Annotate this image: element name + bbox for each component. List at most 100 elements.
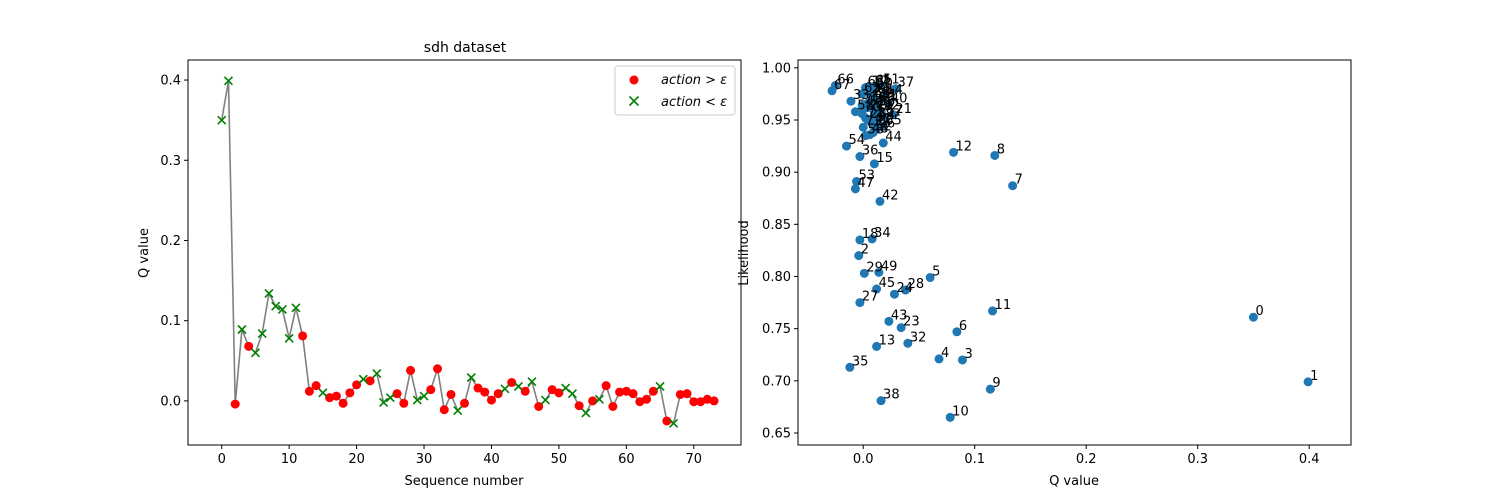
right-scatter-point <box>846 96 856 106</box>
right-scatter-point <box>869 108 879 118</box>
right-y-tick-label: 0.70 <box>762 374 791 389</box>
right-point-label: 18 <box>862 227 879 242</box>
left-point-above-epsilon <box>446 389 456 399</box>
right-scatter-points <box>827 81 1313 422</box>
right-point-label: 26 <box>879 94 896 109</box>
right-point-label: 14 <box>886 83 903 98</box>
right-scatter-point <box>876 396 886 406</box>
left-point-below-epsilon <box>271 301 281 311</box>
right-point-label: 63 <box>867 75 884 90</box>
left-x-tick-label: 10 <box>281 452 298 467</box>
right-point-label: 1 <box>1310 369 1318 384</box>
right-scatter-point <box>925 273 935 283</box>
right-point-label: 4 <box>941 346 949 361</box>
left-point-below-epsilon <box>318 388 328 398</box>
left-series-above-epsilon <box>230 331 719 426</box>
right-point-label: 52 <box>875 120 892 135</box>
right-point-label: 11 <box>995 298 1012 313</box>
right-scatter-point <box>865 83 875 93</box>
right-scatter-point <box>934 354 944 364</box>
left-x-tick-label: 60 <box>618 452 635 467</box>
right-point-label: 35 <box>852 354 869 369</box>
left-series-below-epsilon <box>217 76 679 428</box>
right-point-label: 25 <box>870 107 887 122</box>
right-point-label: 71 <box>864 92 881 107</box>
right-scatter-point <box>952 327 962 337</box>
right-point-label: 23 <box>903 315 920 330</box>
left-point-above-epsilon <box>480 387 490 397</box>
left-point-above-epsilon <box>304 386 314 396</box>
right-scatter-point <box>867 234 877 244</box>
left-point-above-epsilon <box>311 381 321 391</box>
left-point-below-epsilon <box>372 369 382 379</box>
right-point-label: 15 <box>876 151 893 166</box>
right-point-label: 0 <box>1255 304 1263 319</box>
left-point-below-epsilon <box>668 418 679 428</box>
left-point-below-epsilon <box>379 397 389 408</box>
right-point-label: 59 <box>877 87 894 102</box>
right-scatter-point <box>875 196 885 206</box>
left-point-above-epsilon <box>615 387 625 397</box>
right-x-tick-label: 0.3 <box>1187 452 1208 467</box>
right-y-tick-label: 0.65 <box>762 427 791 442</box>
left-point-below-epsilon-stroke <box>561 383 571 393</box>
left-point-below-epsilon-stroke <box>217 115 227 125</box>
left-point-below-epsilon <box>264 288 274 298</box>
left-point-above-epsilon <box>365 376 375 386</box>
left-point-above-epsilon <box>298 331 308 341</box>
right-scatter-point <box>888 110 898 120</box>
right-point-label: 34 <box>874 226 891 241</box>
right-point-label: 38 <box>883 388 900 403</box>
left-x-tick-label: 70 <box>686 452 703 467</box>
right-point-label: 8 <box>997 142 1005 157</box>
left-point-above-epsilon <box>642 394 652 404</box>
left-point-above-epsilon <box>648 386 658 396</box>
right-point-label: 21 <box>895 102 912 117</box>
right-point-label: 17 <box>872 75 889 90</box>
right-y-tick-label: 0.90 <box>762 166 791 181</box>
right-scatter-point <box>858 122 868 132</box>
right-point-label: 3 <box>964 347 972 362</box>
right-scatter-point <box>863 98 873 108</box>
left-point-below-epsilon-stroke <box>466 373 476 383</box>
left-point-above-epsilon <box>554 388 564 398</box>
right-point-label: 56 <box>867 123 884 138</box>
right-point-label: 9 <box>992 376 1000 391</box>
right-scatter-point <box>869 159 879 169</box>
left-point-below-epsilon-stroke <box>257 328 267 339</box>
right-scatter-point <box>878 138 888 148</box>
right-point-label: 73 <box>865 114 882 129</box>
left-point-above-epsilon <box>608 402 618 411</box>
right-point-label: 16 <box>870 90 887 105</box>
right-x-tick-label: 0.1 <box>964 452 985 467</box>
left-point-below-epsilon-stroke <box>385 393 395 403</box>
right-point-label: 64 <box>879 108 896 123</box>
left-point-below-epsilon <box>223 76 234 86</box>
left-point-below-epsilon-stroke <box>540 395 550 405</box>
right-point-label: 44 <box>885 130 902 145</box>
right-point-label: 57 <box>886 104 903 119</box>
right-point-label: 65 <box>885 113 902 128</box>
right-x-ticks: 0.0 0.1 0.2 0.3 0.4 <box>853 445 1320 467</box>
left-point-above-epsilon <box>689 397 699 407</box>
legend-box <box>614 65 736 116</box>
right-scatter-point <box>903 338 913 348</box>
left-point-below-epsilon-stroke <box>358 374 368 384</box>
left-point-below-epsilon <box>527 377 537 387</box>
right-y-tick-label: 0.85 <box>762 218 791 233</box>
right-scatter-point <box>841 141 851 151</box>
right-scatter-point <box>879 112 889 122</box>
left-point-above-epsilon <box>399 398 409 408</box>
left-point-below-epsilon-stroke <box>567 389 577 399</box>
legend-marker-below-epsilon <box>628 95 640 107</box>
left-point-above-epsilon <box>601 381 611 391</box>
right-scatter-point <box>945 412 955 422</box>
left-point-below-epsilon-stroke <box>527 377 537 387</box>
right-scatter-point <box>876 81 886 91</box>
left-y-tick-label: 0.2 <box>160 234 181 249</box>
right-point-label: 53 <box>859 169 876 184</box>
left-point-below-epsilon-stroke <box>318 388 328 398</box>
left-y-axis-label: Q value <box>137 228 152 278</box>
left-point-above-epsilon <box>702 394 712 404</box>
